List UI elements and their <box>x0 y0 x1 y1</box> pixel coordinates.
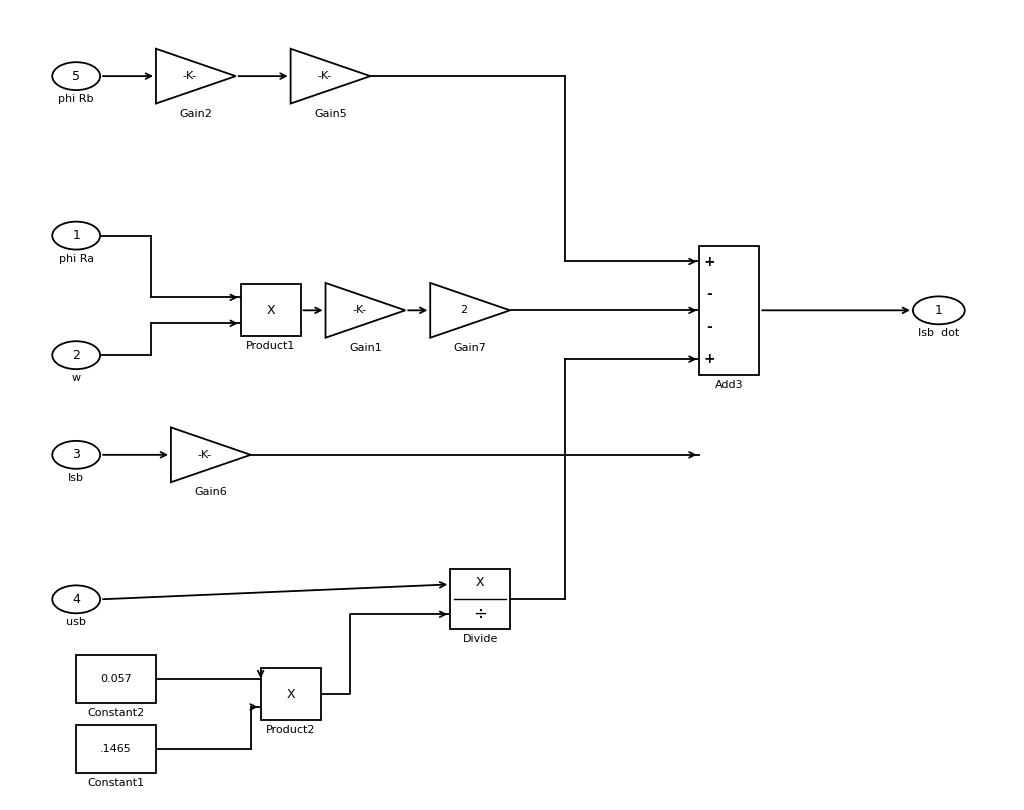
Text: usb: usb <box>67 617 86 627</box>
Text: 1: 1 <box>935 304 943 317</box>
Text: w: w <box>72 373 81 383</box>
Text: Gain7: Gain7 <box>454 343 486 352</box>
Bar <box>76 655 156 703</box>
Bar <box>241 284 301 336</box>
Text: -K-: -K- <box>317 71 331 81</box>
Text: Constant2: Constant2 <box>87 708 144 718</box>
Text: -K-: -K- <box>352 305 366 315</box>
Text: Product2: Product2 <box>266 725 315 735</box>
Text: X: X <box>287 688 295 701</box>
Text: 2: 2 <box>460 305 467 315</box>
Text: Divide: Divide <box>463 634 498 644</box>
Text: Isb  dot: Isb dot <box>919 328 959 339</box>
Polygon shape <box>430 283 510 338</box>
Text: .1465: .1465 <box>100 744 132 754</box>
Text: +: + <box>703 352 716 366</box>
Text: X: X <box>476 576 484 589</box>
Text: Gain1: Gain1 <box>349 343 382 352</box>
Bar <box>451 569 510 629</box>
Text: Gain6: Gain6 <box>195 488 227 497</box>
Text: 0.057: 0.057 <box>100 674 132 684</box>
Polygon shape <box>171 428 251 482</box>
Text: Constant1: Constant1 <box>87 778 144 787</box>
Polygon shape <box>326 283 406 338</box>
Ellipse shape <box>913 296 965 324</box>
Bar <box>76 725 156 773</box>
Polygon shape <box>291 49 371 104</box>
Text: phi Ra: phi Ra <box>58 254 94 263</box>
Ellipse shape <box>52 62 100 90</box>
Ellipse shape <box>52 341 100 369</box>
Text: Gain2: Gain2 <box>179 109 212 118</box>
Text: Add3: Add3 <box>715 380 743 390</box>
Ellipse shape <box>52 441 100 469</box>
Text: -K-: -K- <box>182 71 197 81</box>
Text: Gain5: Gain5 <box>314 109 347 118</box>
Text: 1: 1 <box>73 229 80 242</box>
Text: Isb: Isb <box>69 473 84 483</box>
Bar <box>261 668 321 720</box>
Ellipse shape <box>52 586 100 613</box>
Text: 5: 5 <box>72 70 80 83</box>
Text: +: + <box>703 254 716 269</box>
Text: 2: 2 <box>73 348 80 362</box>
Polygon shape <box>156 49 236 104</box>
Text: 4: 4 <box>73 593 80 606</box>
Text: phi Rb: phi Rb <box>58 94 94 104</box>
Ellipse shape <box>52 222 100 249</box>
Text: Product1: Product1 <box>246 341 295 352</box>
Text: -: - <box>707 319 713 334</box>
Text: -: - <box>707 287 713 301</box>
Text: X: X <box>266 304 275 317</box>
Bar <box>699 245 760 375</box>
Text: ÷: ÷ <box>473 605 487 623</box>
Text: -K-: -K- <box>198 450 212 460</box>
Text: 3: 3 <box>73 448 80 462</box>
